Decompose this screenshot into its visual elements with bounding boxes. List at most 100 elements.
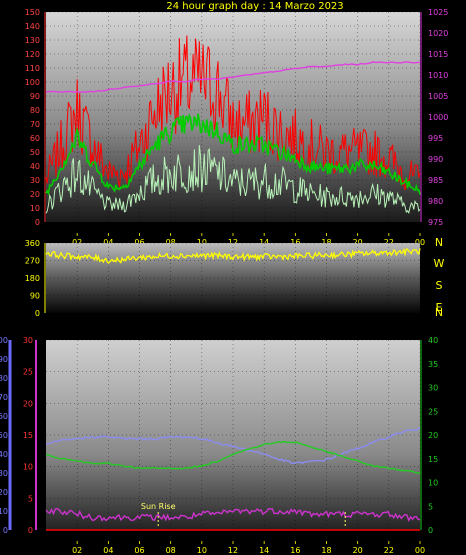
- pressure-axis-tick-label: 975: [428, 218, 443, 227]
- temperature-axis-tick-label: 0: [428, 526, 433, 535]
- pressure-axis-tick-label: 1015: [428, 50, 448, 59]
- wind-speed-axis-tick-label: 60: [30, 134, 40, 143]
- panel-wind-pressure-x-tick-label: 06: [134, 238, 144, 247]
- panel-humidity-temperature: 0102030405060708090100051015202530051015…: [0, 336, 438, 555]
- direction-axis-tick-label: 180: [25, 274, 40, 283]
- series-wind-min: [45, 145, 421, 214]
- panel-wind-pressure-x-tick-label: 10: [197, 238, 207, 247]
- panel-humidity-x-tick-label: 18: [321, 546, 331, 555]
- humidity-axis-tick-label: 20: [0, 488, 8, 497]
- humidity-axis-tick-label: 40: [0, 450, 8, 459]
- panel-humidity-x-tick-label: 20: [353, 546, 363, 555]
- wind-speed-axis-tick-label: 40: [30, 162, 40, 171]
- humidity-axis-tick-label: 50: [0, 431, 8, 440]
- panel-wind-direction-bg: [46, 243, 420, 313]
- pressure-axis-tick-label: 980: [428, 197, 443, 206]
- series-humidity: [45, 427, 421, 465]
- pressure-axis-tick-label: 1005: [428, 92, 448, 101]
- sun-rise-label: Sun Rise: [141, 502, 176, 511]
- direction-axis-tick-label: 0: [35, 309, 40, 318]
- panel-wind-pressure-x-tick-label: 20: [353, 238, 363, 247]
- uv-rain-axis-tick-label: 25: [23, 368, 33, 377]
- uv-rain-axis-tick-label: 0: [28, 526, 33, 535]
- humidity-axis-tick-label: 30: [0, 469, 8, 478]
- wind-speed-axis-tick-label: 10: [30, 204, 40, 213]
- series-wind-avg: [45, 113, 421, 197]
- direction-label-n: N: [435, 306, 443, 319]
- series-direction: [45, 247, 421, 264]
- direction-label-n: N: [435, 236, 443, 249]
- uv-rain-axis-tick-label: 20: [23, 399, 33, 408]
- temperature-axis-tick-label: 10: [428, 479, 438, 488]
- panel-humidity-x-tick-label: 00: [415, 546, 425, 555]
- wind-speed-axis-tick-label: 30: [30, 176, 40, 185]
- temperature-axis-tick-label: 20: [428, 431, 438, 440]
- panel-wind-pressure: 0102030405060708090100110120130140150975…: [25, 8, 449, 247]
- wind-speed-axis-tick-label: 80: [30, 106, 40, 115]
- wind-speed-axis-tick-label: 50: [30, 148, 40, 157]
- panel-wind-pressure-x-tick-label: 02: [72, 238, 82, 247]
- wind-speed-axis-tick-label: 0: [35, 218, 40, 227]
- panel-wind-pressure-x-tick-label: 08: [166, 238, 176, 247]
- direction-axis-tick-label: 360: [25, 239, 40, 248]
- humidity-axis-tick-label: 70: [0, 393, 8, 402]
- panel-humidity-x-tick-label: 10: [197, 546, 207, 555]
- panel-wind-direction: 0 90 180 270 360: [25, 239, 421, 318]
- direction-label-e: E: [436, 301, 443, 314]
- panel-humidity-x-tick-label: 16: [290, 546, 300, 555]
- direction-axis-tick-label: 90: [30, 292, 40, 301]
- panel-wind-pressure-x-tick-label: 18: [321, 238, 331, 247]
- pressure-axis-tick-label: 990: [428, 155, 443, 164]
- wind-speed-axis-tick-label: 140: [25, 22, 40, 31]
- wind-speed-axis-tick-label: 120: [25, 50, 40, 59]
- panel-humidity-x-tick-label: 22: [384, 546, 394, 555]
- humidity-axis-tick-label: 90: [0, 355, 8, 364]
- temperature-axis-tick-label: 40: [428, 336, 438, 345]
- pressure-axis-tick-label: 1025: [428, 8, 448, 17]
- wind-speed-axis-tick-label: 100: [25, 78, 40, 87]
- humidity-axis-tick-label: 100: [0, 336, 8, 345]
- panel-wind-pressure-x-tick-label: 14: [259, 238, 269, 247]
- direction-axis-tick-label: 270: [25, 257, 40, 266]
- panel-humidity-temperature-bg: [46, 340, 420, 530]
- temperature-axis-tick-label: 25: [428, 407, 438, 416]
- panel-humidity-x-tick-label: 06: [134, 546, 144, 555]
- temperature-axis-tick-label: 35: [428, 360, 438, 369]
- chart-title: 24 hour graph day : 14 Marzo 2023: [166, 1, 343, 12]
- series-wind-max: [45, 35, 421, 191]
- panel-humidity-x-tick-label: 12: [228, 546, 238, 555]
- series-pressure: [45, 61, 420, 93]
- panel-humidity-x-tick-label: 14: [259, 546, 269, 555]
- wind-speed-axis-tick-label: 150: [25, 8, 40, 17]
- panel-wind-pressure-x-tick-label: 04: [103, 238, 113, 247]
- pressure-axis-tick-label: 1020: [428, 29, 448, 38]
- humidity-axis-tick-label: 10: [0, 507, 8, 516]
- uv-rain-axis-tick-label: 30: [23, 336, 33, 345]
- direction-label-s: S: [436, 279, 443, 292]
- humidity-axis-tick-label: 80: [0, 374, 8, 383]
- uv-rain-axis-tick-label: 5: [28, 494, 33, 503]
- series-uv: [45, 507, 421, 523]
- uv-rain-axis-tick-label: 10: [23, 463, 33, 472]
- wind-speed-axis-tick-label: 90: [30, 92, 40, 101]
- panel-wind-pressure-x-tick-label: 00: [415, 238, 425, 247]
- panel-wind-pressure-x-tick-label: 22: [384, 238, 394, 247]
- uv-rain-axis-tick-label: 15: [23, 431, 33, 440]
- wind-speed-axis-tick-label: 110: [25, 64, 40, 73]
- wind-speed-axis-tick-label: 70: [30, 120, 40, 129]
- panel-wind-pressure-x-tick-label: 12: [228, 238, 238, 247]
- temperature-axis-tick-label: 30: [428, 384, 438, 393]
- wind-speed-axis-tick-label: 130: [25, 36, 40, 45]
- pressure-axis-tick-label: 1000: [428, 113, 448, 122]
- pressure-axis-tick-label: 995: [428, 134, 443, 143]
- humidity-axis-tick-label: 0: [3, 526, 8, 535]
- pressure-axis-tick-label: 985: [428, 176, 443, 185]
- panel-humidity-x-tick-label: 02: [72, 546, 82, 555]
- pressure-axis-tick-label: 1010: [428, 71, 448, 80]
- panel-wind-pressure-x-tick-label: 16: [290, 238, 300, 247]
- wind-speed-axis-tick-label: 20: [30, 190, 40, 199]
- series-temperature: [45, 440, 421, 475]
